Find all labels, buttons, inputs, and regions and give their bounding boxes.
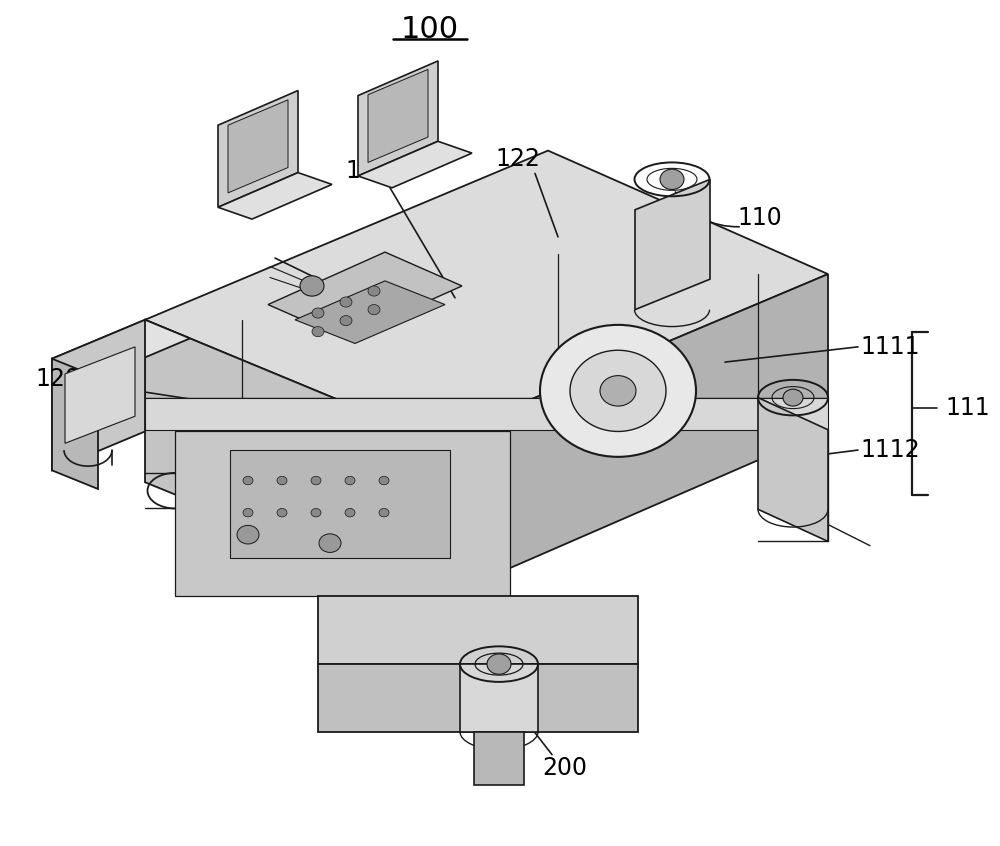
Polygon shape [318, 596, 638, 664]
Polygon shape [65, 347, 135, 443]
Text: 1111: 1111 [860, 335, 920, 359]
Polygon shape [474, 732, 524, 785]
Circle shape [300, 276, 324, 296]
Polygon shape [460, 664, 538, 732]
Text: 100: 100 [401, 15, 459, 44]
Circle shape [783, 389, 803, 406]
Polygon shape [52, 359, 98, 489]
Text: 122: 122 [496, 147, 540, 171]
Circle shape [312, 327, 324, 337]
Polygon shape [358, 61, 438, 176]
Circle shape [379, 508, 389, 517]
Circle shape [345, 476, 355, 485]
Polygon shape [435, 274, 828, 601]
Circle shape [368, 305, 380, 315]
Circle shape [600, 376, 636, 406]
Circle shape [340, 316, 352, 326]
Text: C: C [638, 384, 652, 404]
Polygon shape [268, 252, 462, 338]
Circle shape [277, 476, 287, 485]
Circle shape [379, 476, 389, 485]
Circle shape [311, 476, 321, 485]
Polygon shape [758, 398, 828, 541]
Text: 120: 120 [36, 367, 80, 391]
Polygon shape [145, 398, 828, 430]
Circle shape [368, 286, 380, 296]
Polygon shape [358, 141, 472, 188]
Polygon shape [218, 91, 298, 207]
Polygon shape [228, 100, 288, 193]
Polygon shape [368, 69, 428, 162]
Circle shape [540, 325, 696, 457]
Circle shape [487, 654, 511, 674]
Circle shape [570, 350, 666, 431]
Circle shape [660, 169, 684, 190]
Polygon shape [218, 173, 332, 219]
Circle shape [237, 525, 259, 544]
Circle shape [340, 297, 352, 307]
Text: 200: 200 [542, 756, 588, 780]
Circle shape [319, 534, 341, 552]
Polygon shape [145, 151, 828, 440]
Polygon shape [52, 320, 145, 470]
Polygon shape [295, 281, 445, 343]
Polygon shape [635, 179, 710, 310]
Polygon shape [52, 320, 190, 377]
Circle shape [345, 508, 355, 517]
Polygon shape [175, 431, 510, 596]
Circle shape [277, 508, 287, 517]
Text: 110: 110 [738, 206, 782, 230]
Circle shape [243, 508, 253, 517]
Circle shape [243, 476, 253, 485]
Text: 121: 121 [346, 159, 390, 183]
Text: 111: 111 [945, 396, 990, 420]
Circle shape [311, 508, 321, 517]
Polygon shape [318, 664, 638, 732]
Polygon shape [145, 320, 435, 601]
Text: 1112: 1112 [860, 438, 920, 462]
Polygon shape [230, 450, 450, 558]
Circle shape [312, 308, 324, 318]
